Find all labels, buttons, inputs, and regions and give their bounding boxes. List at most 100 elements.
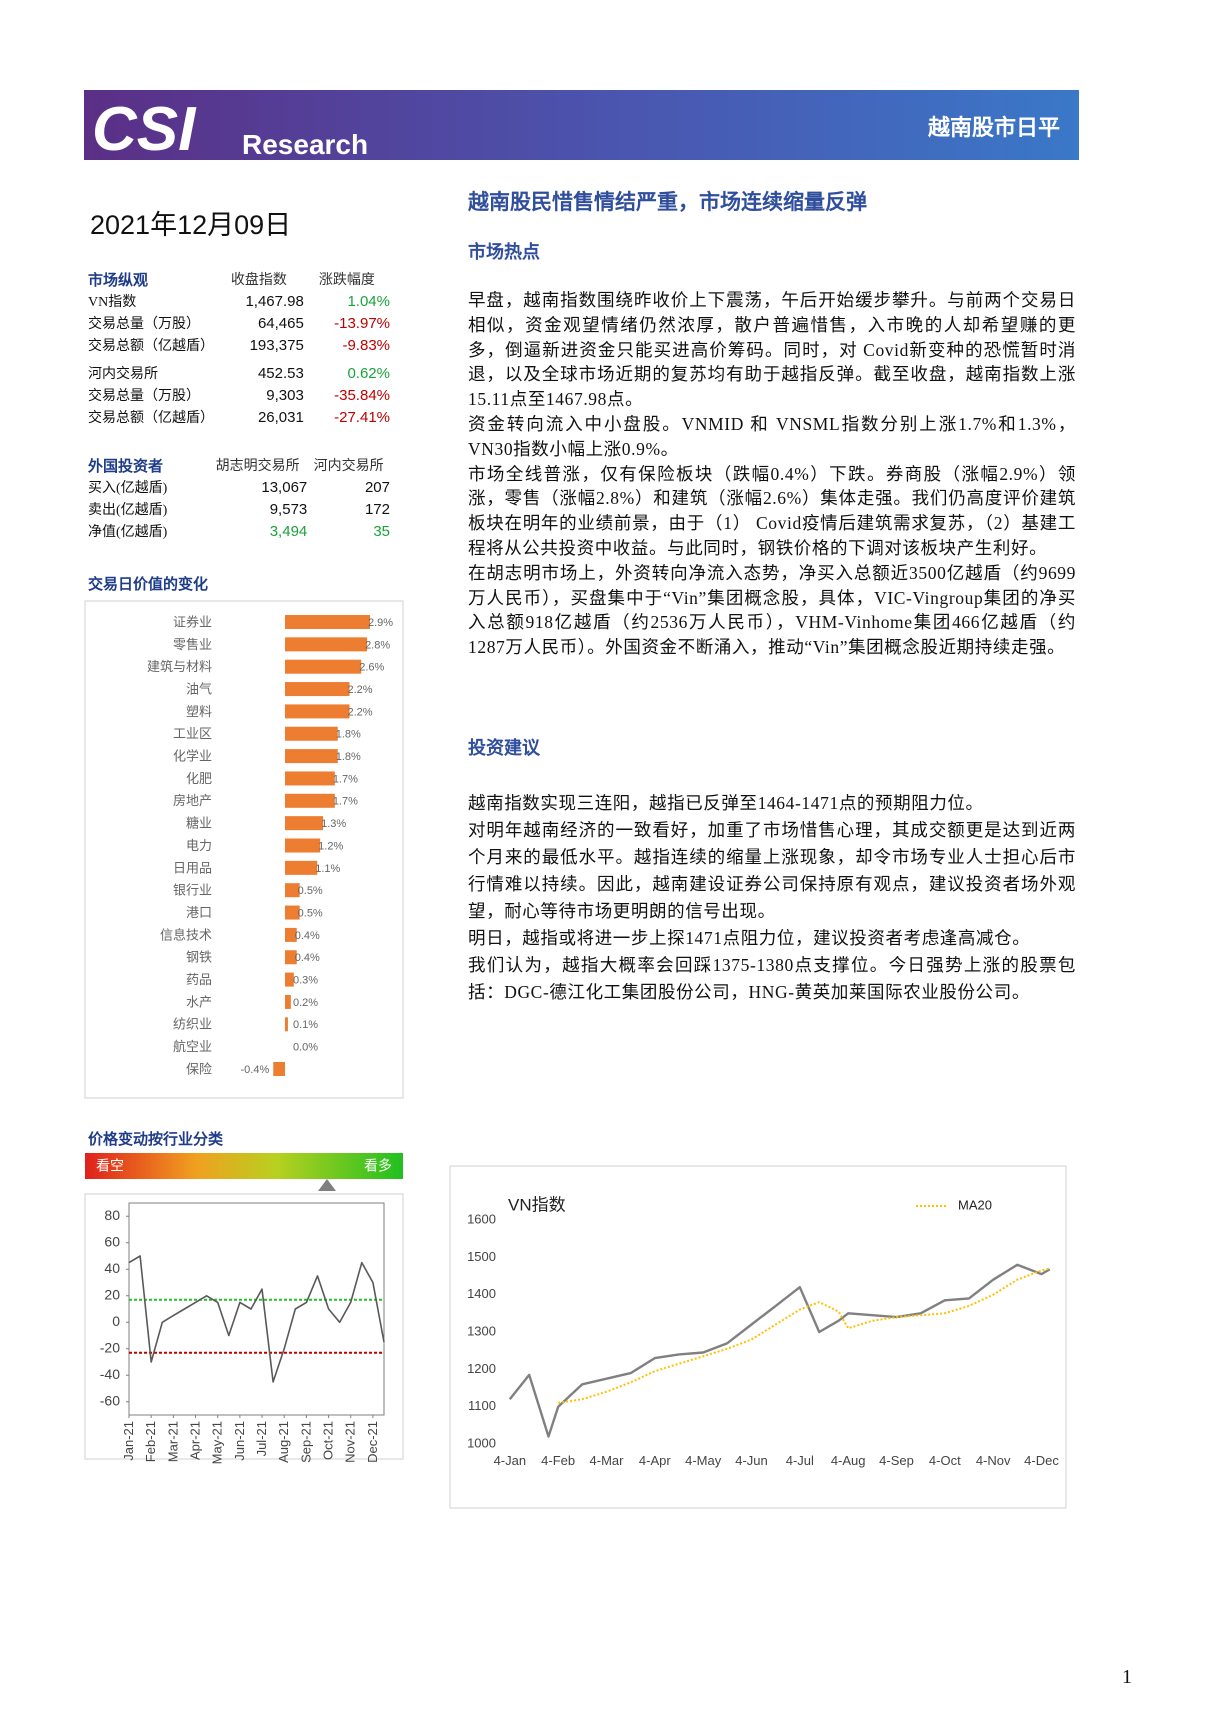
x-tick-label: 4-May (685, 1453, 722, 1468)
header-band (84, 90, 1079, 160)
category-label: 油气 (186, 681, 212, 696)
category-label: 化肥 (186, 771, 212, 786)
paragraph: 对明年越南经济的一致看好，加重了市场惜售心理，其成交额更是达到近两个月来的最低水… (468, 820, 1076, 921)
section: 投资建议 越南指数实现三连阳，越指已反弹至1464-1471点的预期阻力位。 对明年… (468, 734, 1076, 1006)
number-cell: -13.97% (334, 314, 390, 332)
value-label: 1.8% (336, 729, 361, 741)
number-cell: 64,465 (257, 314, 304, 332)
bar (285, 816, 324, 831)
value-label: 0.4% (295, 930, 320, 942)
label-cell: 净值(亿越盾) (88, 525, 168, 540)
bar (285, 883, 300, 898)
vn-frame (449, 1165, 1067, 1509)
bar (285, 704, 350, 719)
y-tick-label: 1300 (467, 1323, 496, 1338)
category-label: 建筑与材料 (147, 659, 212, 674)
table-row: 河内交易所 452.53 0.62% (88, 362, 390, 384)
number-cell: 9,573 (269, 500, 308, 518)
x-tick-label: 4-Dec (1024, 1453, 1059, 1468)
category-label: 纺织业 (173, 1017, 212, 1032)
bar (285, 905, 300, 920)
category-label: 日用品 (173, 860, 212, 875)
value-label: 0.5% (298, 907, 323, 919)
category-label: 房地产 (173, 793, 212, 808)
value-label: 0.0% (293, 1042, 318, 1054)
x-tick-label: May-21 (210, 1421, 225, 1464)
bar (285, 637, 368, 652)
x-tick-label: 4-Mar (590, 1453, 625, 1468)
number-cell: 26,031 (257, 408, 304, 426)
value-label: 0.2% (293, 997, 318, 1009)
number-cell: 35 (373, 522, 390, 540)
category-label: 零售业 (173, 637, 212, 652)
y-tick-label: 1600 (467, 1211, 496, 1226)
value-label: 1.8% (336, 751, 361, 763)
category-label: 银行业 (173, 883, 212, 898)
number-cell: 3,494 (269, 522, 308, 540)
number-cell: 13,067 (261, 478, 308, 496)
scale-label: 看多 (364, 1158, 392, 1174)
chart-title: 交易日价值的变化 (88, 576, 209, 593)
x-tick-label: Oct-21 (321, 1421, 336, 1460)
x-tick-label: Nov-21 (343, 1421, 358, 1463)
table-row: 卖出(亿越盾) 9,573 172 (88, 498, 390, 520)
bar (285, 972, 294, 987)
value-label: 1.7% (333, 796, 358, 808)
bar (285, 950, 297, 965)
x-tick-label: 4-Sep (879, 1453, 914, 1468)
bar (285, 994, 291, 1009)
number-cell: 452.53 (257, 364, 304, 382)
value-label: 0.3% (293, 975, 318, 987)
scale-label: 看空 (96, 1158, 124, 1174)
number-cell: 172 (364, 500, 390, 518)
value-label: 1.1% (315, 863, 340, 875)
header-cell: 河内交易所 (313, 459, 384, 474)
bar (285, 615, 370, 629)
number-cell: 193,375 (249, 336, 304, 354)
value-label: 2.2% (347, 684, 372, 696)
scale-pointer (318, 1179, 336, 1191)
category-label: 化学业 (173, 749, 212, 764)
paragraph: 早盘，越南指数围绕昨收价上下震荡，午后开始缓步攀升。与前两个交易日相似，资金观望… (468, 290, 1076, 410)
category-label: 保险 (186, 1061, 212, 1076)
paragraph: 市场全线普涨，仅有保险板块（跌幅0.4%）下跌。券商股（涨幅2.9%）领涨，零售… (468, 463, 1076, 558)
category-label: 糖业 (186, 816, 212, 831)
header-cell: 胡志明交易所 (215, 459, 300, 474)
bar (285, 726, 338, 741)
label-cell: 交易总量（万股） (88, 389, 200, 404)
category-label: 证券业 (173, 614, 212, 629)
x-tick-label: Jan-21 (121, 1421, 136, 1461)
y-tick-label: 1200 (467, 1361, 496, 1376)
category-label: 港口 (186, 905, 212, 920)
value-label: 2.9% (368, 617, 393, 629)
legend-label: MA20 (958, 1197, 992, 1212)
x-tick-label: Jun-21 (232, 1421, 247, 1461)
label-cell: 河内交易所 (88, 367, 158, 382)
value-label: 2.2% (347, 706, 372, 718)
number-cell: -9.83% (342, 336, 390, 354)
x-tick-label: Aug-21 (276, 1421, 291, 1463)
label-cell: 交易总量（万股） (88, 317, 200, 332)
x-tick-label: Feb-21 (143, 1421, 158, 1462)
value-label: 2.6% (359, 662, 384, 674)
section-title: 市场热点 (468, 242, 540, 262)
table-row: 交易总量（万股） 64,465 -13.97% (88, 312, 390, 334)
number-cell: -35.84% (334, 386, 390, 404)
header-cell: 外国投资者 (88, 457, 164, 475)
table-row: 净值(亿越盾) 3,494 35 (88, 520, 390, 542)
number-cell: 0.62% (347, 364, 390, 382)
category-label: 航空业 (173, 1039, 212, 1054)
bar (285, 659, 362, 674)
sentiment-scale (85, 1153, 403, 1179)
number-cell: 1,467.98 (245, 292, 304, 310)
number-cell: 207 (364, 478, 390, 496)
report-date: 2021年12月09日 (90, 210, 292, 240)
value-label: -0.4% (241, 1064, 270, 1076)
value-label: 1.3% (321, 818, 346, 830)
category-label: 钢铁 (186, 950, 212, 965)
table-row: VN指数 1,467.98 1.04% (88, 290, 390, 312)
bar (285, 793, 335, 808)
y-tick-label: -60 (100, 1392, 120, 1408)
paragraph: 在胡志明市场上，外资转向净流入态势，净买入总额近3500亿越盾（约9699万人民… (468, 562, 1076, 658)
